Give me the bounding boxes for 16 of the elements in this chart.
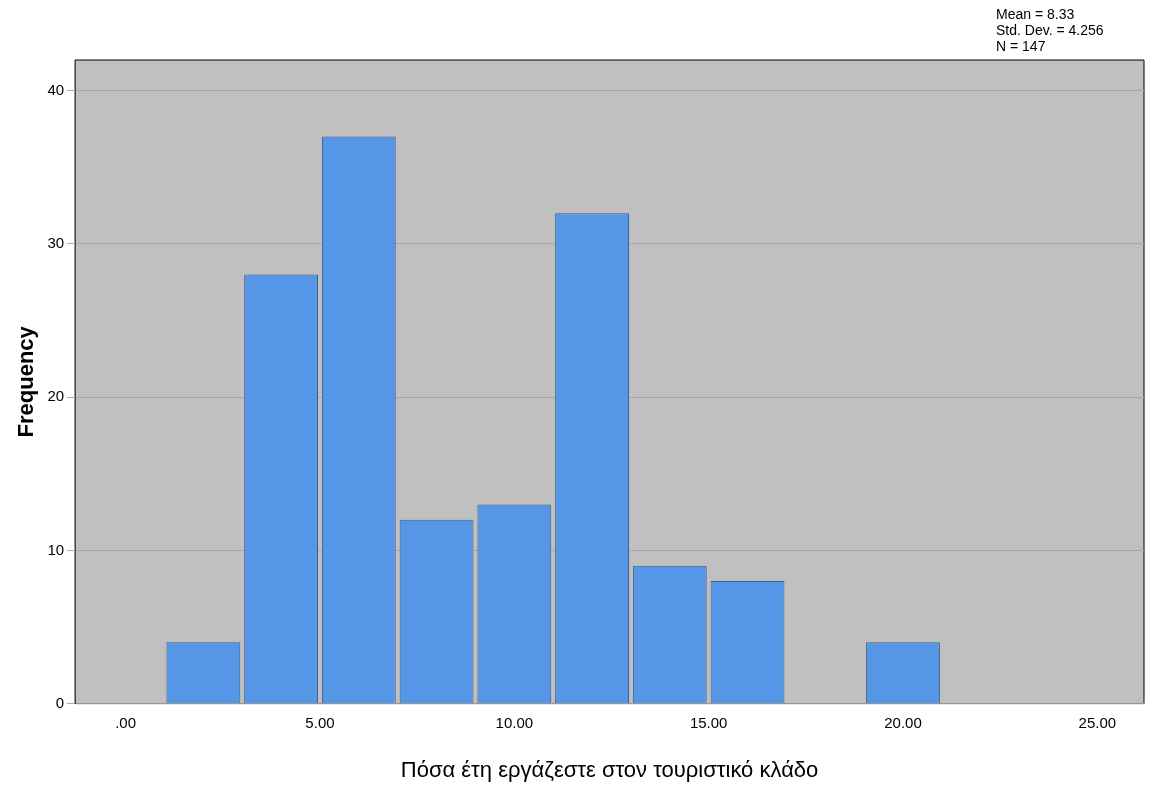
y-tick-label: 40 bbox=[47, 80, 65, 98]
x-tick-label: 15.00 bbox=[689, 713, 728, 731]
x-axis-title: Πόσα έτη εργάζεστε στον τουριστικό κλάδο bbox=[400, 756, 819, 782]
text: Std. Dev. = 4.256 bbox=[996, 21, 1104, 38]
y-tick-label: 30 bbox=[47, 234, 65, 252]
x-tick-label: .00 bbox=[115, 713, 137, 731]
x-tick-label: 5.00 bbox=[305, 713, 335, 731]
x-tick-label: 20.00 bbox=[884, 713, 922, 731]
y-axis-title: Frequency bbox=[13, 325, 39, 438]
text: N = 147 bbox=[996, 37, 1046, 54]
text: Mean = 8.33 bbox=[996, 5, 1075, 22]
y-tick-label: 20 bbox=[47, 387, 65, 405]
x-tick-label: 25.00 bbox=[1078, 713, 1117, 731]
y-tick-label: 0 bbox=[55, 693, 65, 711]
y-tick-label: 10 bbox=[47, 540, 65, 558]
x-tick-label: 10.00 bbox=[495, 713, 534, 731]
